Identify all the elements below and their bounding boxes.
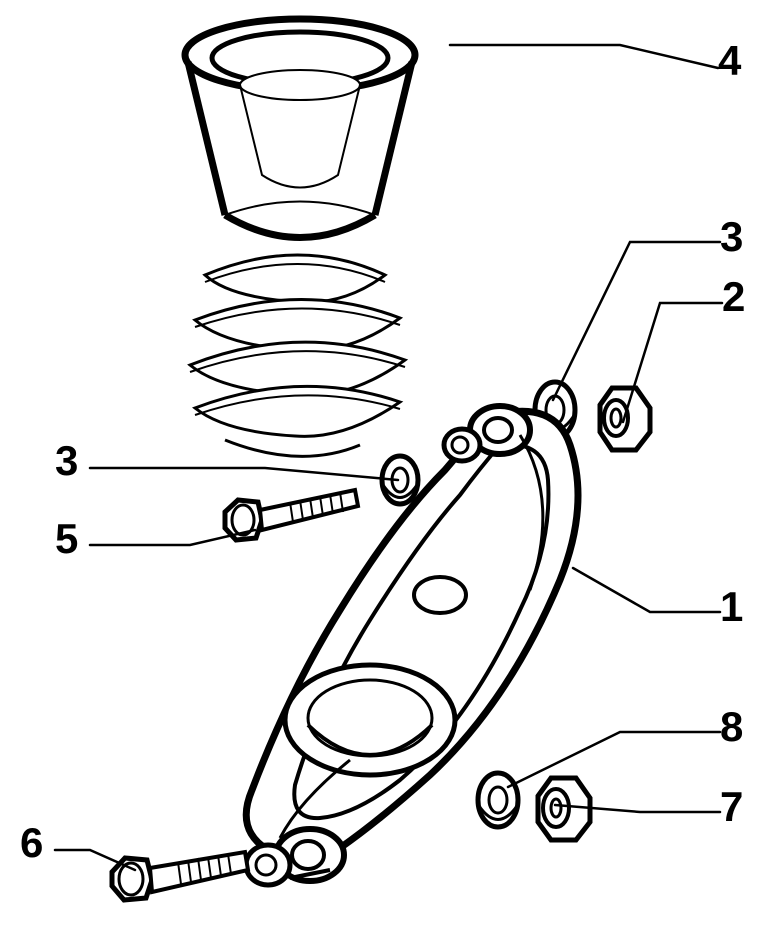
part-spring (190, 255, 405, 456)
callout-8: 8 (720, 706, 743, 748)
leader-4 (450, 45, 718, 68)
callout-1: 1 (720, 586, 743, 628)
callout-3-right: 3 (720, 216, 743, 258)
leader-8 (508, 732, 720, 787)
part-washer-lower (478, 773, 518, 827)
callout-7: 7 (720, 786, 743, 828)
callout-6: 6 (20, 822, 43, 864)
callout-5: 5 (55, 518, 78, 560)
diagram-svg (0, 0, 773, 945)
part-cup (185, 19, 415, 238)
part-bolt-lower (112, 852, 248, 900)
parts-diagram: 4 3 2 3 5 1 8 7 6 (0, 0, 773, 945)
leader-1 (573, 568, 720, 612)
callout-2: 2 (722, 276, 745, 318)
callout-3-left: 3 (55, 440, 78, 482)
callout-4: 4 (718, 40, 741, 82)
leader-3b (90, 468, 398, 480)
part-nut-lower (538, 778, 590, 840)
